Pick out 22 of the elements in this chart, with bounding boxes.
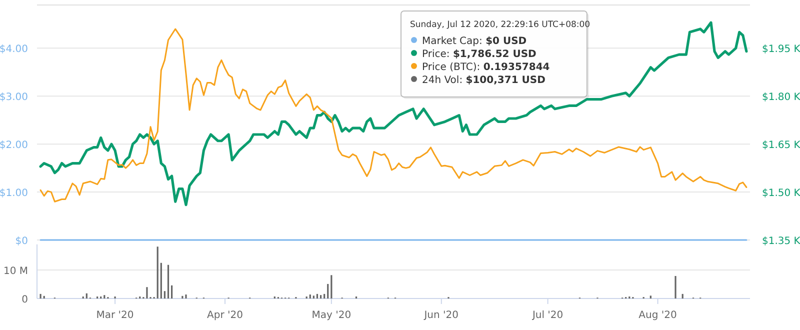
annotation: $0 USD — [486, 36, 527, 47]
y3-tick-label: 10 M — [3, 266, 28, 277]
y-tick-label: $0 — [15, 236, 28, 247]
x-tick-label: Jul '20 — [531, 310, 564, 321]
y-tick-label: $4.00 — [0, 44, 28, 56]
x-tick-label: Jun '20 — [423, 310, 459, 321]
x-tick-label: Apr '20 — [207, 310, 243, 321]
annotation: $1,786.52 USD — [452, 49, 536, 60]
x-tick-label: May '20 — [312, 310, 352, 321]
legend-title: Sunday, Jul 12 2020, 22:29:16 UTC+08:00 — [410, 20, 590, 30]
annotation: 0.19357844 — [483, 62, 550, 73]
x-tick-label: Aug '20 — [638, 310, 677, 321]
legend-label: Price: — [422, 49, 450, 60]
y-tick-label: $1.00 — [0, 188, 28, 200]
y3-tick-label: 0 — [22, 294, 28, 306]
legend-label: Price (BTC): — [422, 62, 480, 73]
annotation: $100,371 USD — [466, 75, 546, 86]
y-tick-label: $2.00 — [0, 140, 28, 152]
x-tick-label: Mar '20 — [96, 310, 134, 321]
y-tick-label: $3.00 — [0, 92, 28, 104]
legend-label: Market Cap: — [422, 36, 482, 47]
legend-label: 24h Vol: — [422, 75, 463, 86]
